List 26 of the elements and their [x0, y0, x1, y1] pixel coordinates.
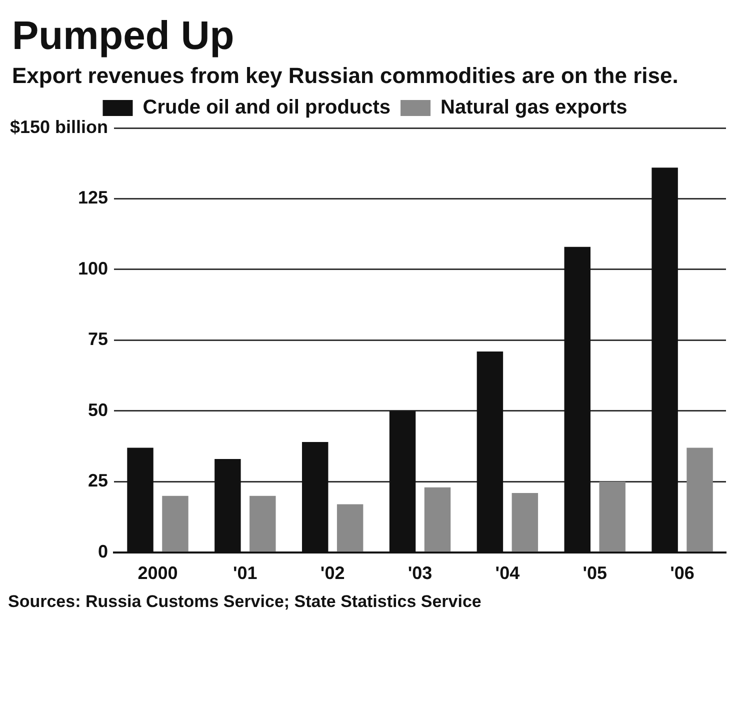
- y-tick-label: 100: [78, 258, 108, 279]
- x-tick-label: '01: [233, 563, 258, 584]
- legend-label: Natural gas exports: [440, 96, 628, 119]
- y-tick-label: 125: [78, 188, 108, 208]
- source-note: Sources: Russia Customs Service; State Statistics Service: [8, 592, 482, 612]
- bar: [424, 488, 451, 552]
- bar: [336, 504, 364, 552]
- x-tick-label: '05: [582, 563, 608, 584]
- x-tick-label: '02: [320, 563, 345, 584]
- bar: [686, 448, 713, 552]
- chart-title: Pumped Up: [12, 14, 236, 59]
- x-tick-label: 2000: [138, 563, 178, 584]
- x-tick-label: '06: [670, 563, 694, 584]
- y-tick-label: 0: [98, 542, 108, 562]
- y-tick-label: 25: [88, 470, 108, 491]
- y-tick-label: 75: [88, 329, 108, 350]
- bar: [512, 493, 538, 552]
- x-tick-label: '03: [408, 563, 432, 584]
- y-tick-label: 50: [88, 400, 108, 420]
- y-tick-label: $150 billion: [10, 117, 108, 138]
- bar: [162, 496, 188, 552]
- bar: [599, 482, 626, 552]
- legend-label: Crude oil and oil products: [142, 96, 391, 119]
- chart-subtitle: Export revenues from key Russian commodities are on the rise.: [12, 63, 680, 88]
- x-tick-label: '04: [495, 563, 520, 584]
- bar: [250, 496, 276, 552]
